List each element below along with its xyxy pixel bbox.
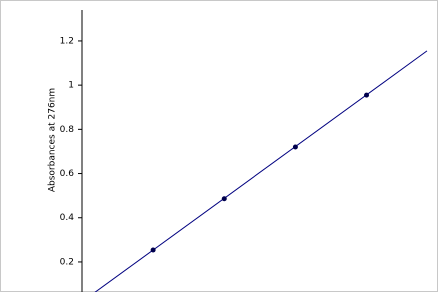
y-tick-label: 1.2 [60, 36, 74, 46]
y-tick-label: 0.6 [60, 169, 75, 179]
y-tick-label: 1 [68, 81, 74, 91]
y-tick-label: 0.8 [60, 125, 75, 135]
point [364, 92, 370, 98]
y-axis-label: Absorbances at 276nm [48, 88, 58, 192]
point [150, 247, 156, 253]
y-tick-label: 0.4 [60, 213, 75, 223]
point [221, 196, 227, 202]
point [292, 144, 298, 150]
trendline [94, 50, 428, 292]
y-tick-label: 0.2 [60, 257, 74, 267]
